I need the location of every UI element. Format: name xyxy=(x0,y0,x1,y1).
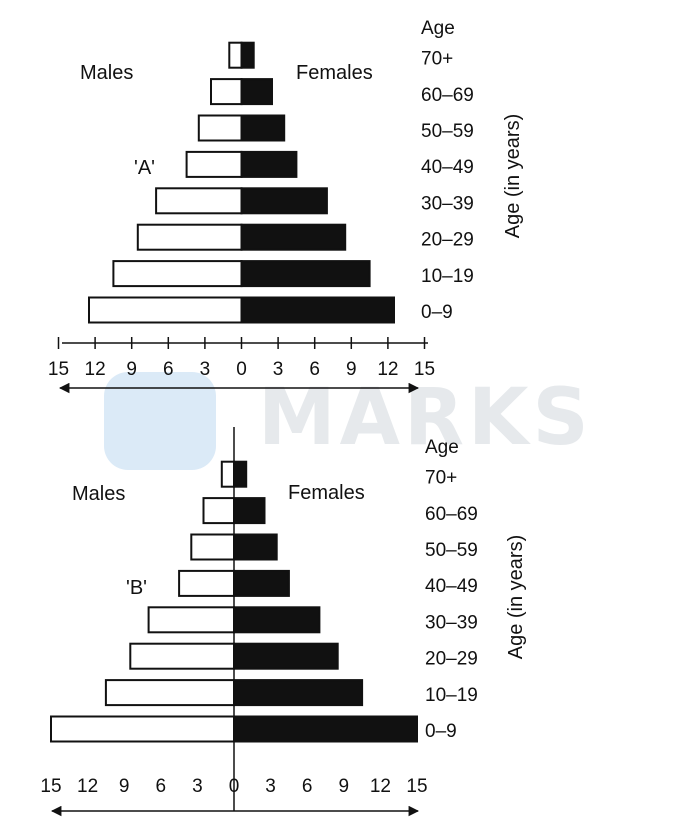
female-bar xyxy=(240,260,371,288)
pyramid-label: 'A' xyxy=(134,157,155,179)
watermark: MARKS xyxy=(104,372,589,470)
age-category-label: 20–29 xyxy=(425,649,478,670)
watermark-logo-icon xyxy=(104,372,216,470)
x-tick-label: 6 xyxy=(302,776,313,797)
x-tick-label: 12 xyxy=(85,359,106,380)
age-category-label: 60–69 xyxy=(425,504,478,525)
age-category-label: 40–49 xyxy=(421,157,474,178)
age-category-label: 20–29 xyxy=(421,230,474,251)
x-tick-label: 12 xyxy=(370,776,391,797)
y-axis-title: Age (in years) xyxy=(505,535,527,660)
male-bar xyxy=(220,460,236,488)
females-label: Females xyxy=(296,62,373,84)
x-tick-label: 3 xyxy=(192,776,203,797)
female-bar xyxy=(240,223,347,251)
female-bar xyxy=(233,642,339,670)
x-tick-label: 6 xyxy=(156,776,167,797)
female-bar xyxy=(240,78,273,106)
male-bar xyxy=(197,114,243,142)
male-bar xyxy=(190,533,236,561)
female-bar xyxy=(233,497,266,525)
age-header: Age xyxy=(425,437,459,458)
x-tick-label: 3 xyxy=(200,359,211,380)
age-category-label: 40–49 xyxy=(425,576,478,597)
x-tick-label: 15 xyxy=(406,776,427,797)
female-bar xyxy=(240,41,255,69)
x-tick-label: 9 xyxy=(126,359,137,380)
male-bar xyxy=(104,679,236,707)
female-bar xyxy=(240,150,298,178)
x-tick-label: 12 xyxy=(77,776,98,797)
female-bar xyxy=(233,533,278,561)
x-tick-label: 3 xyxy=(273,359,284,380)
females-label: Females xyxy=(288,482,365,504)
age-category-label: 30–39 xyxy=(421,193,474,214)
female-bar xyxy=(233,569,290,597)
female-bar xyxy=(240,296,395,324)
x-tick-label: 6 xyxy=(309,359,320,380)
age-category-label: 60–69 xyxy=(421,85,474,106)
age-header: Age xyxy=(421,18,455,39)
x-tick-label: 9 xyxy=(339,776,350,797)
x-tick-label: 15 xyxy=(40,776,61,797)
female-bar xyxy=(240,187,328,215)
x-tick-label: 15 xyxy=(48,359,69,380)
male-bar xyxy=(129,642,235,670)
female-bar xyxy=(240,114,286,142)
age-category-label: 0–9 xyxy=(421,302,453,323)
age-category-label: 0–9 xyxy=(425,721,457,742)
x-tick-label: 0 xyxy=(236,359,247,380)
pyramid-b: 15 12 9 6 3 0 3 6 9 12 15 Age 0–9 10–19 20–29 30–39 40–4… xyxy=(40,427,527,817)
male-bar xyxy=(178,569,236,597)
y-axis-title: Age (in years) xyxy=(502,114,524,239)
males-label: Males xyxy=(72,483,125,505)
female-bar xyxy=(233,460,248,488)
age-category-label: 50–59 xyxy=(421,121,474,142)
male-bar xyxy=(210,78,243,106)
males-label: Males xyxy=(80,62,133,84)
age-category-label: 10–19 xyxy=(421,266,474,287)
male-bar xyxy=(155,187,243,215)
male-bar xyxy=(202,497,235,525)
male-bar xyxy=(112,260,243,288)
age-category-label: 30–39 xyxy=(425,612,478,633)
x-tick-label: 15 xyxy=(414,359,435,380)
male-bar xyxy=(50,715,235,743)
female-bar xyxy=(233,679,364,707)
male-bar xyxy=(185,150,243,178)
age-category-label: 70+ xyxy=(421,49,453,70)
x-tick-label: 6 xyxy=(163,359,174,380)
male-bar xyxy=(136,223,243,251)
age-category-label: 50–59 xyxy=(425,540,478,561)
male-bar xyxy=(88,296,243,324)
age-category-label: 70+ xyxy=(425,468,457,489)
x-tick-label: 3 xyxy=(265,776,276,797)
pyramid-label: 'B' xyxy=(126,577,147,599)
pyramid-a: 15 12 9 6 3 0 3 6 9 12 15 Age 0–9 10–19 20–29 30–39 40–4… xyxy=(48,18,524,394)
x-tick-label: 0 xyxy=(229,776,240,797)
female-bar xyxy=(233,715,418,743)
x-tick-label: 12 xyxy=(377,359,398,380)
x-tick-label: 9 xyxy=(346,359,357,380)
x-tick-label: 9 xyxy=(119,776,130,797)
male-bar xyxy=(147,606,236,634)
male-bar xyxy=(228,41,243,69)
female-bar xyxy=(233,606,321,634)
age-category-label: 10–19 xyxy=(425,685,478,706)
